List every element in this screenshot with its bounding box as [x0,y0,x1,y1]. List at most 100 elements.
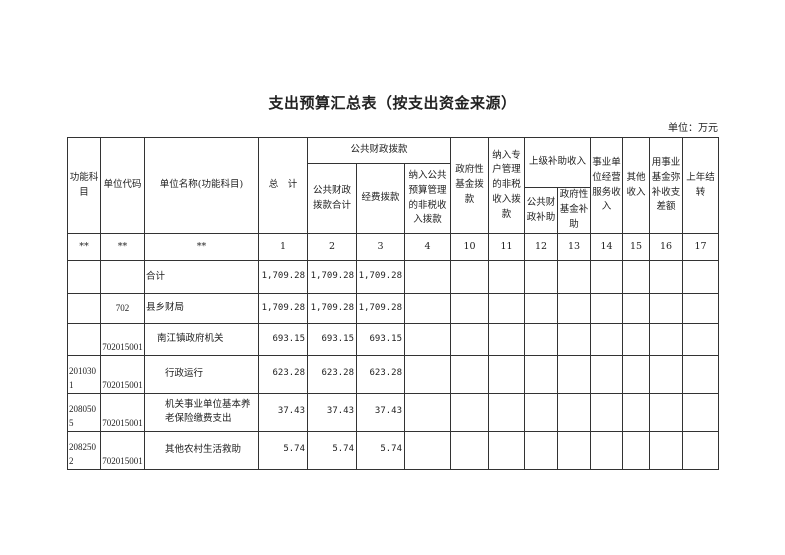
empty-cell [590,355,624,394]
empty-cell [590,260,624,294]
header-public-finance: 公共财政拨款 [306,137,452,164]
index-cell: ** [67,233,101,261]
empty-cell [649,430,684,470]
empty-cell [557,392,592,432]
header-row-1: 功能科目 单位代码 单位名称(功能科目) 总 计 公共财政拨款 政府性基金拨款 … [67,137,720,234]
func-code-cell: 2080505 [67,392,101,432]
empty-cell [403,293,452,324]
index-cell: 17 [682,233,720,261]
index-cell: 1 [258,233,308,261]
empty-cell [403,392,452,432]
header-unit-name: 单位名称(功能科目) [144,137,259,234]
total-cell: 1,709.28 [258,260,308,294]
empty-cell [524,430,559,470]
empty-cell [649,323,684,356]
empty-cell [622,430,651,470]
total-cell: 693.15 [258,323,308,356]
empty-cell [649,392,684,432]
index-row: ** ** ** 1 2 3 4 10 11 12 13 14 15 16 17 [67,233,720,261]
header-row-3: 公共财政补助 政府性基金补助 [68,187,719,234]
public-finance-total-cell: 623.28 [307,355,357,394]
index-cell: 13 [557,233,592,261]
empty-cell [450,392,490,432]
expense-allocation-cell: 5.74 [356,430,405,470]
unit-name-cell: 合计 [144,260,259,294]
public-finance-total-cell: 693.15 [307,323,357,356]
empty-cell [557,293,592,324]
unit-code-cell: 702 [100,293,145,324]
empty-cell [622,323,651,356]
empty-cell [403,260,452,294]
expense-allocation-cell: 1,709.28 [356,293,405,324]
unit-name-cell: 行政运行 [144,355,259,394]
public-finance-total-cell: 5.74 [307,430,357,470]
index-cell: 11 [488,233,526,261]
empty-cell [450,260,490,294]
empty-cell [450,430,490,470]
expense-allocation-cell: 623.28 [356,355,405,394]
unit-code-cell: 702015001 [100,392,145,432]
header-superior-subsidy: 上级补助收入 [524,137,592,188]
empty-cell [450,355,490,394]
empty-cell [557,260,592,294]
unit-code-cell [100,260,145,294]
index-cell: 2 [307,233,357,261]
index-cell: ** [144,233,259,261]
index-cell: 16 [649,233,684,261]
total-cell: 1,709.28 [258,293,308,324]
empty-cell [590,293,624,324]
empty-cell [622,260,651,294]
empty-cell [590,392,624,432]
index-cell: 10 [450,233,490,261]
public-finance-total-cell: 1,709.28 [307,260,357,294]
header-nontax-public-budget: 纳入公共预算管理的非税收入拨款 [403,163,452,234]
index-cell: 4 [403,233,452,261]
header-unit-code: 单位代码 [100,137,145,234]
func-code-cell [67,323,101,356]
public-finance-total-cell: 1,709.28 [307,293,357,324]
table-row: 2082502 702015001 其他农村生活救助 5.74 5.74 5.74 [67,430,720,470]
budget-table: 功能科目 单位代码 单位名称(功能科目) 总 计 公共财政拨款 政府性基金拨款 … [67,137,720,470]
func-code-cell [67,293,101,324]
empty-cell [488,293,526,324]
header-business-income: 事业单位经营服务收入 [590,137,624,234]
total-cell: 623.28 [258,355,308,394]
empty-cell [524,293,559,324]
empty-cell [622,293,651,324]
empty-cell [557,323,592,356]
header-other-income: 其他收入 [622,137,651,234]
table-row: 2010301 702015001 行政运行 623.28 623.28 623.28 [67,355,720,394]
table-row: 702015001 南江镇政府机关 693.15 693.15 693.15 [67,323,720,356]
empty-cell [682,323,720,356]
empty-cell [590,430,624,470]
public-finance-total-cell: 37.43 [307,392,357,432]
empty-cell [524,392,559,432]
empty-cell [649,260,684,294]
unit-code-cell: 702015001 [100,323,145,356]
unit-name-cell: 县乡财局 [144,293,259,324]
index-cell: 3 [356,233,405,261]
header-func-subject: 功能科目 [67,137,101,234]
header-public-finance-subsidy: 公共财政补助 [524,187,559,234]
empty-cell [524,323,559,356]
empty-cell [682,260,720,294]
page-title: 支出预算汇总表（按支出资金来源） [268,94,517,112]
expense-allocation-cell: 37.43 [356,392,405,432]
header-gov-fund-subsidy: 政府性基金补助 [557,187,592,234]
empty-cell [622,355,651,394]
empty-cell [524,260,559,294]
empty-cell [488,392,526,432]
header-carryover: 上年结转 [682,137,720,234]
header-nontax-special: 纳入专户管理的非税收入拨款 [488,137,526,234]
empty-cell [649,355,684,394]
index-cell: ** [100,233,145,261]
total-cell: 5.74 [258,430,308,470]
unit-name-cell: 机关事业单位基本养老保险缴费支出 [144,392,259,432]
empty-cell [524,355,559,394]
header-public-finance-total: 公共财政拨款合计 [307,163,357,234]
empty-cell [590,323,624,356]
unit-label: 单位：万元 [668,123,718,134]
empty-cell [488,430,526,470]
table-row: 合计 1,709.28 1,709.28 1,709.28 [67,260,720,294]
unit-code-cell: 702015001 [100,430,145,470]
